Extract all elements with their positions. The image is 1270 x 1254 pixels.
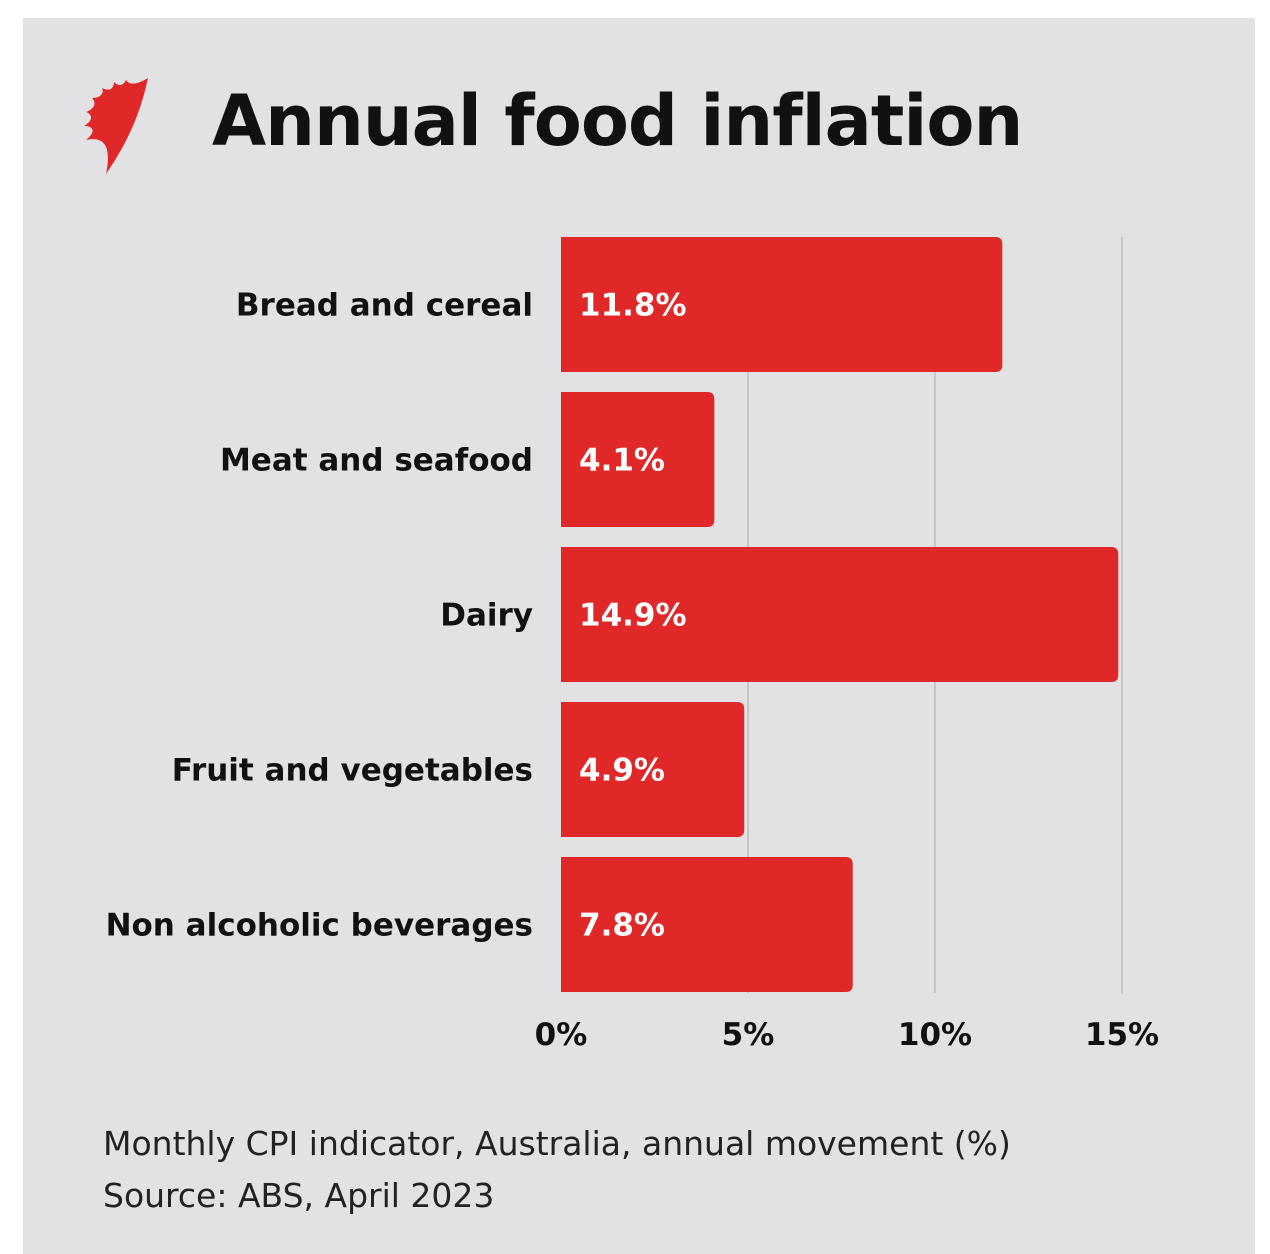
category-label: Bread and cereal bbox=[236, 288, 533, 324]
x-tick-label: 5% bbox=[722, 1017, 775, 1053]
x-tick-label: 0% bbox=[535, 1017, 588, 1053]
bar bbox=[561, 547, 1119, 682]
category-label: Meat and seafood bbox=[220, 443, 533, 479]
category-label: Fruit and vegetables bbox=[172, 753, 533, 789]
category-label: Dairy bbox=[440, 598, 533, 634]
bar bbox=[561, 702, 745, 837]
x-tick-label: 15% bbox=[1085, 1017, 1159, 1053]
bar bbox=[561, 237, 1003, 372]
category-label: Non alcoholic beverages bbox=[106, 908, 533, 944]
footer-source: Source: ABS, April 2023 bbox=[103, 1176, 495, 1215]
data-label: 7.8% bbox=[579, 908, 665, 944]
sbs-logo-icon bbox=[84, 78, 148, 174]
data-label: 4.9% bbox=[579, 753, 665, 789]
data-label: 11.8% bbox=[579, 288, 687, 324]
data-label: 14.9% bbox=[579, 598, 687, 634]
x-tick-label: 10% bbox=[898, 1017, 972, 1053]
bar bbox=[561, 392, 715, 527]
data-label: 4.1% bbox=[579, 443, 665, 479]
footer-description: Monthly CPI indicator, Australia, annual… bbox=[103, 1124, 1011, 1163]
chart-title: Annual food inflation bbox=[212, 80, 1023, 162]
bar bbox=[561, 857, 853, 992]
